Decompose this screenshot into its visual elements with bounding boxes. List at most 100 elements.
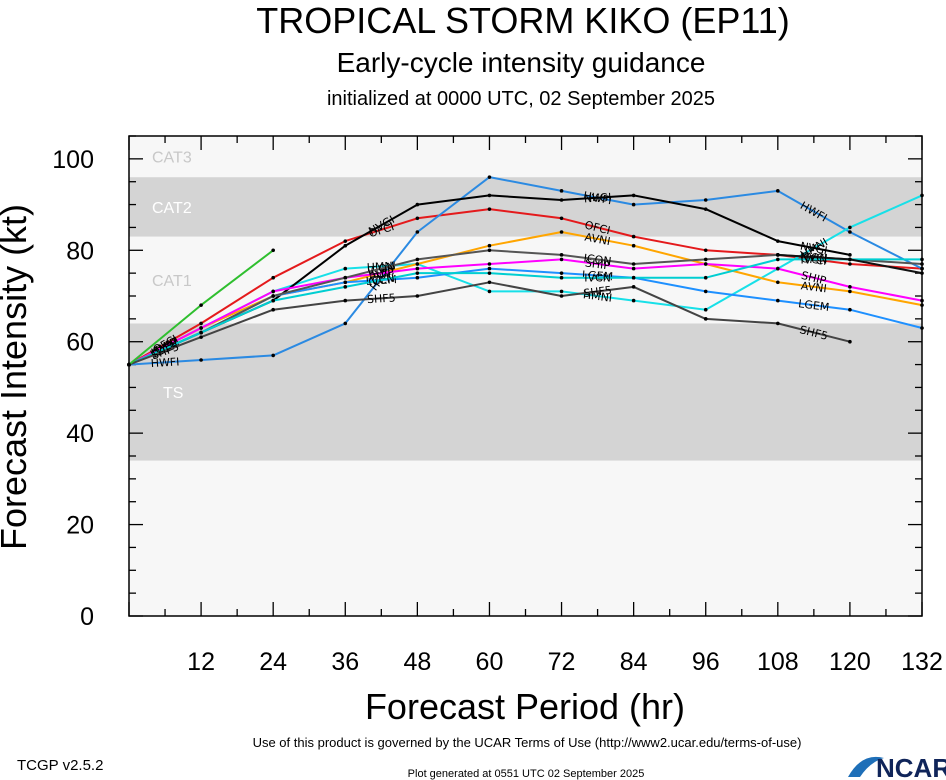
series-point-hwfi (343, 321, 348, 326)
series-point-icon (271, 294, 275, 298)
series-point-hmni (703, 307, 708, 312)
band-label-ts: TS (163, 385, 183, 402)
series-point-ivcn (487, 271, 492, 275)
series-line-ivcn (128, 258, 922, 366)
series-point-lgem (776, 298, 780, 303)
series-point-nvci (920, 271, 924, 275)
series-point-hwfi (848, 230, 852, 234)
series-point-shf5 (271, 307, 275, 312)
y-tick-label: 100 (52, 146, 94, 174)
series-point-ivcn (343, 285, 348, 289)
series-label-ofci: OFCI (583, 218, 611, 237)
band-label-cat1: CAT1 (152, 273, 192, 290)
series-point-ship (199, 326, 203, 330)
series-label-hwfi: HWFI (150, 355, 179, 370)
series-point-hwfi (199, 358, 203, 362)
plot-generated-text: Plot generated at 0551 UTC 02 September … (408, 768, 645, 780)
series-point-hmni (343, 266, 348, 271)
series-point-nvgi (415, 202, 420, 207)
y-tick-label: 20 (66, 512, 94, 540)
y-tick-label: 0 (80, 603, 94, 631)
series-point-hwfi (776, 189, 780, 193)
series-point-lgem (848, 307, 852, 312)
x-tick-label: 108 (757, 648, 799, 676)
series-point-lgem (343, 280, 348, 285)
series-point-shf5 (703, 317, 708, 321)
band-label-cat3: CAT3 (152, 150, 192, 167)
series-point-hmni (848, 225, 852, 230)
series-label-shf5: SHF5 (583, 284, 613, 300)
series-point-shf5 (415, 294, 420, 298)
series-point-ofci (559, 216, 564, 221)
x-tick-label: 48 (403, 648, 431, 676)
series-point-ofci (343, 239, 348, 243)
series-point-avni (415, 262, 420, 266)
plot-area: TS CAT1 CAT2 CAT3 12 24 36 48 60 72 84 96 108 120 132 0… (52, 135, 943, 676)
series-point-icon (703, 257, 708, 262)
series-point-ivcn (415, 271, 420, 275)
series-point-hwfi (487, 175, 492, 179)
series-point-shf5 (487, 280, 492, 285)
series-point-icon (415, 257, 420, 262)
series-point-ship (848, 285, 852, 289)
series-label-nvgi: NVGI (583, 191, 611, 206)
ncar-logo-text: NCAR (876, 753, 946, 780)
series-point-ship (631, 266, 636, 271)
series-point-ofci (199, 321, 203, 326)
ncar-swoosh-icon (848, 756, 884, 777)
series-point-hwfi (271, 353, 275, 358)
series-point-lgem (703, 289, 708, 294)
series-point-ofci (703, 248, 708, 253)
series-point-ivcn (631, 275, 636, 280)
series-point-ship (487, 262, 492, 266)
series-point-shf5 (631, 285, 636, 289)
chart-title: TROPICAL STORM KIKO (EP11) (256, 0, 789, 41)
series-point-icon (559, 253, 564, 257)
y-tick-label: 60 (66, 329, 94, 357)
x-tick-label: 24 (259, 648, 287, 676)
series-point-unnamed (199, 303, 203, 307)
series-point-icon (487, 248, 492, 253)
chart-init-line: initialized at 0000 UTC, 02 September 20… (327, 88, 715, 110)
x-tick-label: 72 (548, 648, 576, 676)
series-point-shf5 (848, 339, 852, 344)
series-point-nvgi (776, 239, 780, 243)
series-label-shf5: SHF5 (367, 291, 396, 306)
series-point-lgem (559, 271, 564, 275)
terms-of-use-text: Use of this product is governed by the U… (253, 735, 802, 750)
series-point-avni (848, 289, 852, 294)
series-point-ofci (271, 275, 275, 280)
y-tick-label: 80 (66, 237, 94, 265)
series-point-shf5 (199, 335, 203, 339)
series-point-ship (559, 257, 564, 262)
series-point-lgem (487, 266, 492, 271)
band-label-cat2: CAT2 (152, 200, 192, 217)
series-point-icon (631, 262, 636, 266)
y-tick-label: 40 (66, 420, 94, 448)
series-point-avni (776, 280, 780, 285)
series-label-avni: AVNI (584, 231, 612, 249)
series-point-shf5 (343, 298, 348, 303)
y-axis-title: Forecast Intensity (kt) (0, 204, 34, 550)
series-point-shf5 (559, 294, 564, 298)
series-point-ship (920, 298, 924, 303)
ncar-logo: NCAR (848, 753, 946, 780)
x-tick-label: 12 (187, 648, 215, 676)
series-point-ivcn (920, 257, 924, 262)
series-point-avni (487, 243, 492, 248)
series-point-ship (776, 266, 780, 271)
series-point-hmni (559, 289, 564, 294)
series-point-ivcn (559, 275, 564, 280)
band-cat2 (129, 177, 922, 237)
series-point-nvgi (848, 253, 852, 257)
series-point-nvgi (631, 193, 636, 198)
series-point-unnamed (127, 362, 131, 367)
x-tick-label: 132 (901, 648, 943, 676)
series-label-ivcn: IVCN (367, 272, 396, 290)
series-point-ofci (631, 234, 636, 239)
series-point-ship (271, 289, 275, 294)
series-point-lgem (920, 326, 924, 330)
series-point-ivcn (703, 275, 708, 280)
series-label-ship: SHIP (800, 269, 828, 288)
